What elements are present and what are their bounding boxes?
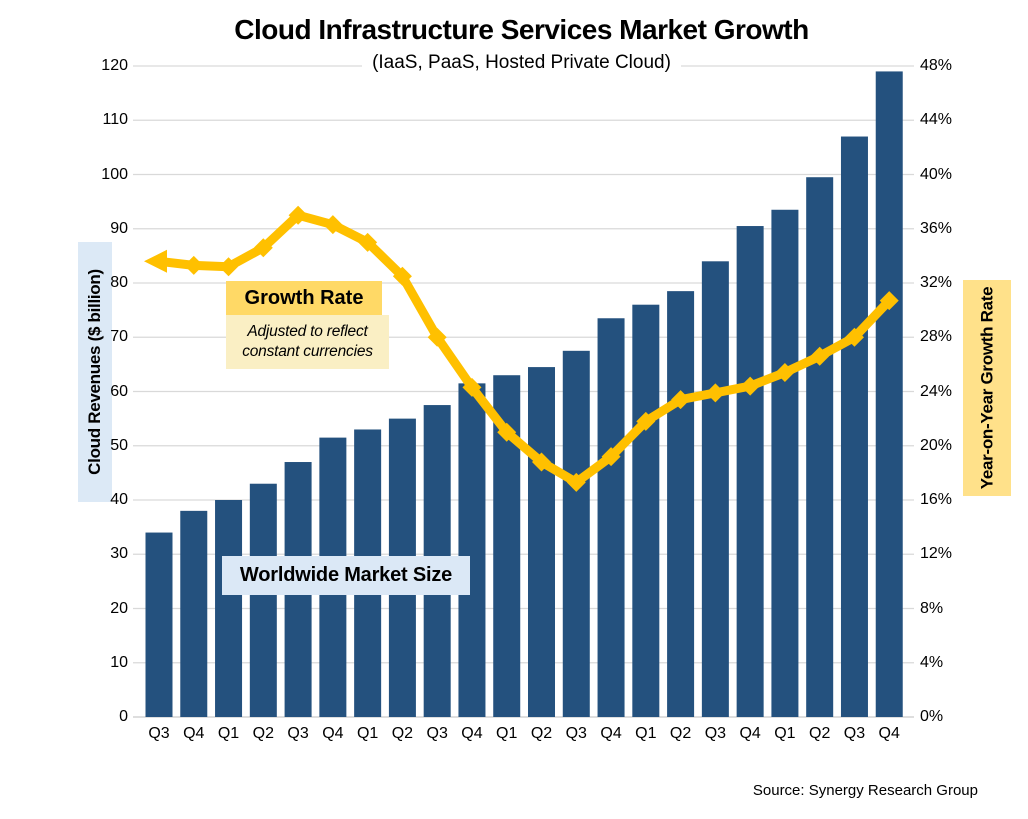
bar (736, 226, 764, 717)
line-marker (219, 257, 239, 277)
line-marker (323, 215, 343, 235)
x-axis-label: Q122 (356, 725, 379, 742)
x-axis-label: Q125 (774, 725, 796, 742)
left-axis-tick: 0 (119, 708, 128, 725)
line-marker (810, 346, 830, 366)
line-start-arrow-icon (144, 249, 167, 273)
line-marker (532, 452, 552, 472)
x-axis-label: Q423 (600, 725, 622, 742)
bar (180, 510, 208, 717)
x-axis-label: Q322 (426, 725, 448, 742)
line-marker (775, 363, 795, 383)
line-marker (601, 447, 621, 467)
market-size-label: Worldwide Market Size (222, 556, 470, 595)
right-axis-tick: 48% (920, 57, 953, 74)
left-axis-tick: 60 (110, 382, 128, 400)
bar (597, 318, 625, 717)
line-marker (671, 390, 691, 410)
bar (667, 291, 695, 717)
bar (632, 304, 660, 717)
growth-rate-note: Adjusted to reflect constant currencies (226, 315, 389, 369)
x-axis-label: Q223 (530, 725, 553, 742)
right-axis-tick: 44% (920, 111, 953, 129)
right-axis-tick: 36% (920, 219, 953, 237)
line-marker (740, 376, 760, 396)
x-axis-label: Q421 (322, 725, 344, 742)
x-axis-label: Q321 (287, 725, 309, 742)
right-axis-tick: 28% (920, 328, 953, 346)
x-axis-label: Q325 (843, 725, 866, 742)
bar (145, 532, 173, 717)
bar (771, 209, 799, 717)
right-axis-tick: 32% (920, 274, 953, 291)
x-axis-label: Q424 (739, 725, 761, 742)
x-axis-label: Q121 (217, 725, 240, 742)
right-axis-tick: 16% (920, 491, 953, 508)
line-marker (253, 238, 273, 258)
x-axis-label: Q123 (496, 725, 518, 742)
left-axis-tick: 110 (102, 111, 128, 129)
bar (875, 71, 903, 718)
right-axis-tick: 20% (920, 436, 953, 454)
x-axis-label: Q320 (148, 725, 170, 742)
x-axis-label: Q124 (635, 725, 657, 742)
bar (458, 383, 486, 717)
bar (215, 500, 243, 717)
chart-subtitle: (IaaS, PaaS, Hosted Private Cloud) (135, 52, 908, 74)
bar (528, 367, 556, 717)
left-axis-title: Cloud Revenues ($ billion) (78, 242, 112, 502)
right-axis-title: Year-on-Year Growth Rate (963, 280, 1011, 496)
line-marker (288, 205, 308, 225)
line-marker (705, 383, 725, 403)
chart-title: Cloud Infrastructure Services Market Gro… (234, 14, 809, 45)
left-axis-tick: 30 (110, 545, 128, 563)
bar (840, 136, 868, 717)
line-marker (636, 411, 656, 431)
growth-rate-label: Growth Rate (226, 281, 382, 315)
x-axis-label: Q221 (252, 725, 274, 742)
left-axis-tick: 40 (110, 491, 128, 508)
left-axis-tick: 70 (110, 328, 128, 346)
line-marker (184, 255, 204, 275)
line-marker (566, 472, 586, 492)
chart-subtitle-text: (IaaS, PaaS, Hosted Private Cloud) (362, 52, 681, 73)
bar (562, 350, 590, 717)
line-marker (497, 422, 517, 442)
x-axis-label: Q425 (878, 725, 900, 742)
left-axis-tick: 80 (110, 274, 128, 291)
bar (806, 177, 834, 717)
left-axis-tick: 100 (101, 165, 128, 183)
right-axis-tick: 4% (920, 653, 944, 671)
left-axis-tick: 10 (110, 653, 128, 671)
x-axis-label: Q324 (704, 725, 727, 742)
line-marker (392, 266, 412, 286)
growth-rate-line (158, 210, 893, 487)
right-axis-tick: 8% (920, 599, 944, 617)
left-axis-tick: 120 (101, 57, 128, 74)
line-marker (358, 232, 378, 252)
left-axis-tick: 50 (110, 436, 128, 454)
x-axis-label: Q422 (461, 725, 483, 742)
source-credit: Source: Synergy Research Group (752, 782, 978, 799)
right-axis-tick: 12% (920, 545, 953, 563)
line-marker (427, 327, 447, 347)
right-axis-tick: 24% (920, 382, 953, 400)
x-axis-label: Q420 (183, 725, 205, 742)
line-marker (879, 291, 899, 311)
right-axis-tick: 40% (920, 165, 953, 183)
x-axis-label: Q225 (809, 725, 831, 742)
left-axis-tick: 20 (110, 599, 128, 617)
x-axis-label: Q323 (565, 725, 587, 742)
x-axis-label: Q222 (391, 725, 414, 742)
x-axis-label: Q224 (669, 725, 692, 742)
line-marker (462, 377, 482, 397)
left-axis-tick: 90 (110, 219, 128, 237)
bar (701, 261, 729, 717)
growth-rate-note-text: Adjusted to reflect constant currencies (242, 323, 373, 360)
line-marker (844, 327, 864, 347)
bar (249, 483, 277, 717)
right-axis-tick: 0% (920, 708, 944, 725)
